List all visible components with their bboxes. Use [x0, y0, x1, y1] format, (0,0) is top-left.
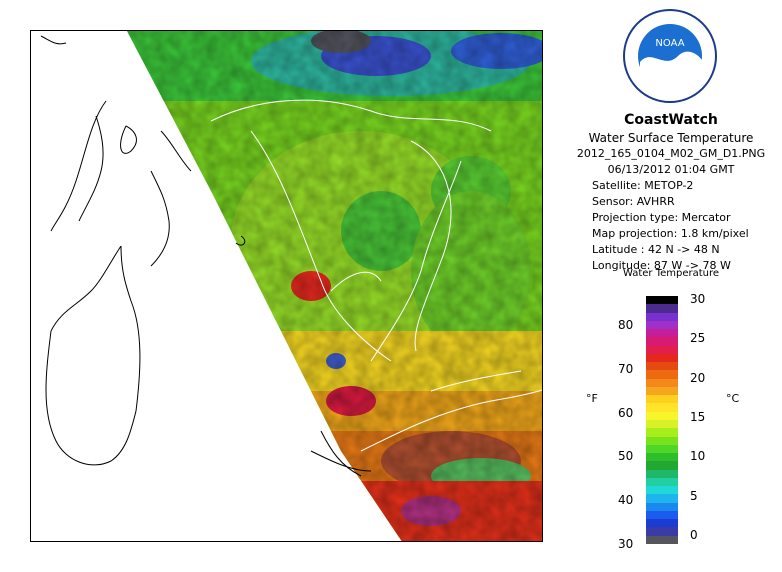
brand-title: CoastWatch [624, 112, 718, 128]
celsius-tick-label: 10 [690, 449, 706, 464]
color-bar-segment [646, 337, 678, 347]
fahrenheit-tick-label: 50 [618, 449, 634, 464]
lake-michigan-outline [40, 35, 372, 477]
color-bar [646, 296, 678, 548]
celsius-tick-label: 20 [690, 370, 706, 385]
unit-fahrenheit: °F [586, 392, 598, 405]
file-name: 2012_165_0104_M02_GM_D1.PNG [576, 147, 766, 160]
sensor-info: Sensor: AVHRR [592, 195, 675, 208]
color-bar-segment [646, 519, 678, 528]
map-projection-info: Map projection: 1.8 km/pixel [592, 227, 749, 240]
fahrenheit-tick-label: 40 [618, 493, 634, 508]
color-bar-segment [646, 420, 678, 429]
unit-celsius: °C [726, 392, 740, 405]
color-bar-segment [646, 386, 678, 396]
color-bar-segment [646, 296, 678, 305]
color-bar-segment [646, 370, 678, 380]
longitude-info: Longitude: 87 W -> 78 W [592, 259, 731, 272]
color-bar-segment [646, 378, 678, 388]
color-bar-segment [646, 453, 678, 462]
date-time: 06/13/2012 01:04 GMT [607, 163, 735, 176]
color-bar-segment [646, 312, 678, 322]
color-bar-segment [646, 461, 678, 471]
coastline-overlay [210, 99, 542, 452]
sst-image [40, 31, 542, 541]
color-bar-segment [646, 320, 678, 330]
color-bar-segment [646, 502, 678, 512]
satellite-info: Satellite: METOP-2 [592, 179, 694, 192]
product-title: Water Surface Temperature [588, 131, 754, 145]
celsius-tick-label: 5 [690, 488, 698, 503]
noaa-logo-icon: NOAA [622, 8, 718, 104]
celsius-tick-label: 15 [690, 410, 706, 424]
color-bar-segment [646, 486, 678, 495]
color-bar-segment [646, 469, 678, 479]
color-bar-segment [646, 403, 678, 413]
fahrenheit-tick-label: 70 [618, 361, 634, 376]
color-bar-segment [646, 329, 678, 338]
color-bar-segment [646, 411, 678, 421]
color-bar-segment [646, 527, 678, 537]
color-bar-segment [646, 510, 678, 520]
color-bar-segment [646, 345, 678, 355]
sst-map [30, 30, 543, 542]
color-bar-segment [646, 362, 678, 371]
fahrenheit-tick-label: 30 [618, 536, 634, 551]
color-bar-segment [646, 444, 678, 454]
fahrenheit-tick-label: 80 [618, 318, 634, 333]
color-bar-segment [646, 494, 678, 504]
color-bar-segment [646, 428, 678, 438]
color-bar-segment [646, 436, 678, 446]
legend-title: Water Temperature [622, 268, 720, 279]
color-bar-segment [646, 535, 678, 545]
latitude-info: Latitude : 42 N -> 48 N [592, 243, 720, 256]
fahrenheit-tick-label: 60 [618, 405, 634, 420]
color-bar-segment [646, 353, 678, 363]
celsius-tick-label: 30 [690, 292, 706, 306]
color-bar-segment [646, 304, 678, 314]
color-bar-segment [646, 477, 678, 487]
color-bar-segment [646, 395, 678, 404]
logo-text: NOAA [655, 38, 684, 49]
celsius-tick-label: 25 [690, 331, 706, 346]
celsius-tick-label: 0 [690, 528, 698, 542]
info-panel: NOAA CoastWatch Water Surface Temperatur… [560, 0, 782, 572]
projection-type-info: Projection type: Mercator [592, 211, 731, 224]
